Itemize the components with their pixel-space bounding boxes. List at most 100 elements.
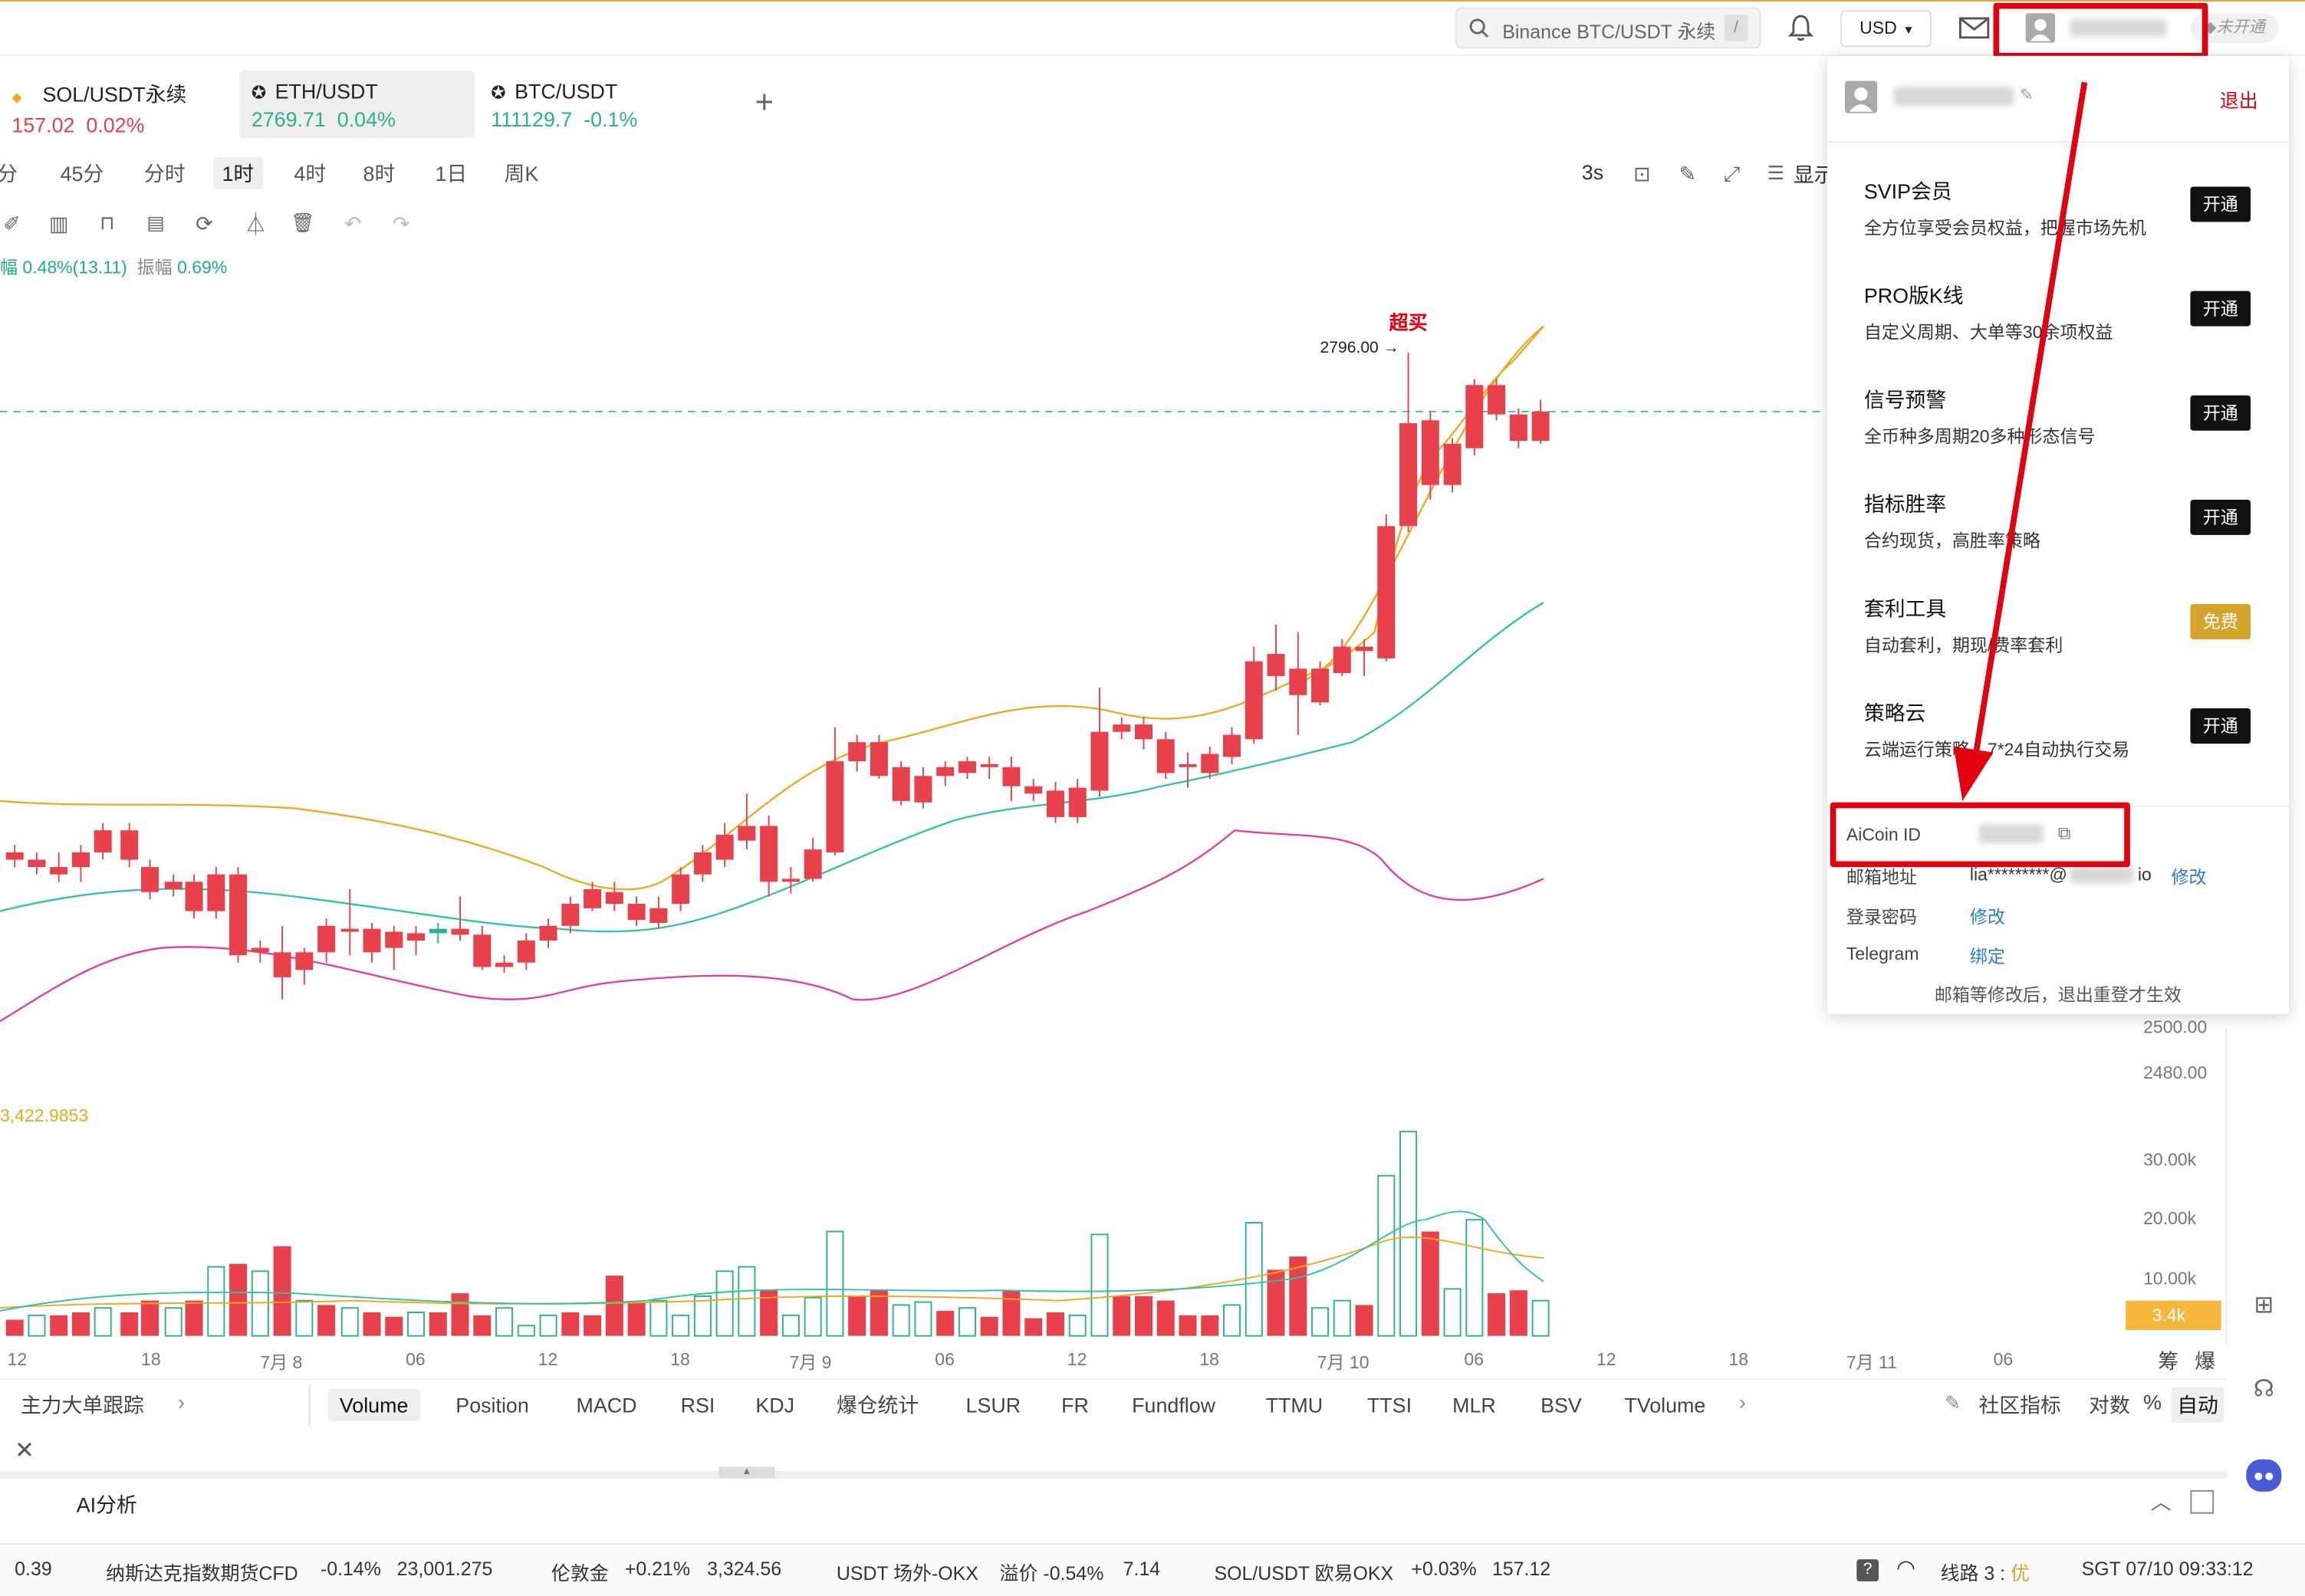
chevron-right-icon[interactable]: › (177, 1390, 185, 1414)
feature-button[interactable]: 开通 (2190, 291, 2251, 327)
note-icon[interactable]: ▤ (146, 212, 165, 234)
percent-scale[interactable]: % (2143, 1390, 2162, 1414)
interval-min[interactable]: 分 (0, 157, 27, 189)
interval-timeshare[interactable]: 分时 (143, 161, 186, 186)
interval-1d[interactable]: 1日 (435, 161, 468, 186)
telegram-bind-link[interactable]: 绑定 (1969, 946, 2005, 967)
copy-icon[interactable]: ⧉ (2057, 823, 2071, 844)
ai-analysis-title[interactable]: AI分析 (76, 1493, 137, 1517)
log-scale[interactable]: 对数 (2089, 1393, 2130, 1417)
ticker-name[interactable]: 伦敦金 (551, 1562, 609, 1585)
tab-btc-name: BTC/USDT (515, 79, 618, 103)
refresh-rate[interactable]: 3s (1581, 159, 1604, 184)
feature-button[interactable]: 开通 (2190, 499, 2251, 535)
logout-link[interactable]: 退出 (2219, 89, 2258, 112)
candle-body (317, 925, 336, 953)
robot-icon[interactable]: ●● (2246, 1459, 2282, 1492)
redo-icon[interactable]: ↷ (393, 211, 410, 235)
bell-icon[interactable] (1784, 11, 1817, 44)
interval-4h[interactable]: 4时 (294, 161, 327, 186)
indicator-fundflow[interactable]: Fundflow (1132, 1393, 1216, 1417)
mail-icon[interactable] (1955, 11, 1994, 44)
aicoin-id-redacted (1978, 824, 2044, 844)
community-indicators[interactable]: 社区指标 (1978, 1393, 2061, 1417)
trash-icon[interactable]: 🗑︎ (291, 212, 315, 234)
tab-sol[interactable]: ◆ SOL/USDT永续 157.02 0.02% (0, 71, 235, 138)
indicator-macd[interactable]: MACD (576, 1393, 637, 1417)
edit-icon[interactable]: ✎ (2020, 87, 2034, 105)
ticker-name[interactable]: SOL/USDT 欧易OKX (1214, 1562, 1394, 1585)
volume-bar (738, 1266, 756, 1337)
volume-bar (584, 1315, 602, 1336)
main-force-tracking[interactable]: 主力大单跟踪 (20, 1393, 144, 1417)
headset-icon[interactable]: ☊ (2253, 1377, 2274, 1402)
auto-scale[interactable]: 自动 (2171, 1387, 2224, 1423)
chips-label[interactable]: 筹 (2158, 1348, 2179, 1373)
layout-icon[interactable]: ⊞ (2254, 1293, 2274, 1319)
add-tab-icon[interactable]: + (755, 84, 774, 121)
edit-icon[interactable]: ✎ (1945, 1391, 1961, 1414)
candle-body (429, 928, 447, 934)
short-ma (1293, 325, 1544, 689)
close-icon[interactable]: ✕ (15, 1438, 35, 1464)
tab-eth[interactable]: ✪ ETH/USDT 2769.71 0.04% (239, 71, 475, 139)
exchange-icon: ✪ (491, 82, 506, 103)
candle-body (1443, 443, 1462, 485)
interval-week[interactable]: 周K (504, 161, 539, 186)
feature-button[interactable]: 开通 (2190, 708, 2251, 744)
indicator-position[interactable]: Position (455, 1393, 529, 1417)
volume-bar (1531, 1299, 1550, 1337)
interval-1h[interactable]: 1时 (212, 157, 263, 190)
volume-bar (473, 1315, 492, 1336)
candle-body (760, 826, 778, 882)
candle-body (914, 776, 932, 803)
password-edit-link[interactable]: 修改 (1969, 906, 2005, 928)
expand-icon[interactable]: ⤢ (1723, 160, 1741, 185)
pencil-icon[interactable]: ✎ (1679, 160, 1697, 185)
help-icon[interactable]: ? (1856, 1559, 1879, 1581)
panel-splitter[interactable] (0, 1471, 2228, 1479)
indicator-tvolume[interactable]: TVolume (1624, 1393, 1706, 1417)
indicator-ttsi[interactable]: TTSI (1366, 1393, 1412, 1417)
ticker-name[interactable]: USDT 场外-OKX (836, 1562, 978, 1585)
volume-bar (826, 1230, 844, 1337)
interval-8h[interactable]: 8时 (363, 161, 396, 186)
camera-icon[interactable]: ⊡ (1633, 160, 1651, 185)
lock-icon[interactable]: ⊓ (100, 212, 115, 234)
chevron-up-icon[interactable]: ︿ (2150, 1489, 2172, 1514)
line-status[interactable]: 线路 3 : 优 (1941, 1558, 2030, 1585)
indicator-liquidation[interactable]: 爆仓统计 (836, 1393, 919, 1417)
indicator-lsur[interactable]: LSUR (965, 1393, 1021, 1417)
filter-icon[interactable]: ⏃ (245, 212, 267, 238)
splitter-handle[interactable]: ▲ (718, 1466, 775, 1479)
indicator-fr[interactable]: FR (1061, 1393, 1089, 1417)
search-box[interactable]: Binance BTC/USDT 永续 / (1455, 7, 1761, 49)
ticker-name[interactable]: 纳斯达克指数期货CFD (106, 1562, 298, 1585)
chevron-right-icon[interactable]: › (1738, 1390, 1746, 1414)
indicator-mlr[interactable]: MLR (1452, 1393, 1496, 1417)
liquidation-label[interactable]: 爆 (2195, 1348, 2216, 1373)
tab-btc[interactable]: ✪ BTC/USDT 111129.7 -0.1% (479, 71, 715, 138)
indicator-bsv[interactable]: BSV (1541, 1393, 1582, 1417)
feature-button[interactable]: 免费 (2190, 603, 2251, 639)
list-icon[interactable]: ☰ (1767, 161, 1785, 184)
feature-button[interactable]: 开通 (2190, 395, 2251, 431)
volume-bar (1399, 1131, 1418, 1337)
currency-select[interactable]: USD ▼ (1840, 10, 1932, 48)
indicator-volume[interactable]: Volume (327, 1388, 420, 1421)
candles-icon[interactable]: ▥ (48, 211, 69, 235)
undo-icon[interactable]: ↶ (344, 211, 362, 235)
email-edit-link[interactable]: 修改 (2171, 867, 2207, 888)
magnet-icon[interactable]: ⟳ (196, 211, 213, 235)
account-note: 邮箱等修改后，退出重登才生效 (1934, 984, 2182, 1006)
draw-line-icon[interactable]: ✐ (3, 211, 21, 235)
indicator-ttmu[interactable]: TTMU (1265, 1393, 1323, 1417)
popout-icon[interactable] (2190, 1489, 2215, 1514)
interval-45m[interactable]: 45分 (60, 161, 104, 186)
indicator-rsi[interactable]: RSI (680, 1393, 715, 1417)
ticker-value[interactable]: 0.39 (15, 1558, 52, 1580)
volume-bar (1134, 1296, 1152, 1336)
indicator-kdj[interactable]: KDJ (755, 1393, 795, 1417)
feature-button[interactable]: 开通 (2190, 186, 2251, 222)
